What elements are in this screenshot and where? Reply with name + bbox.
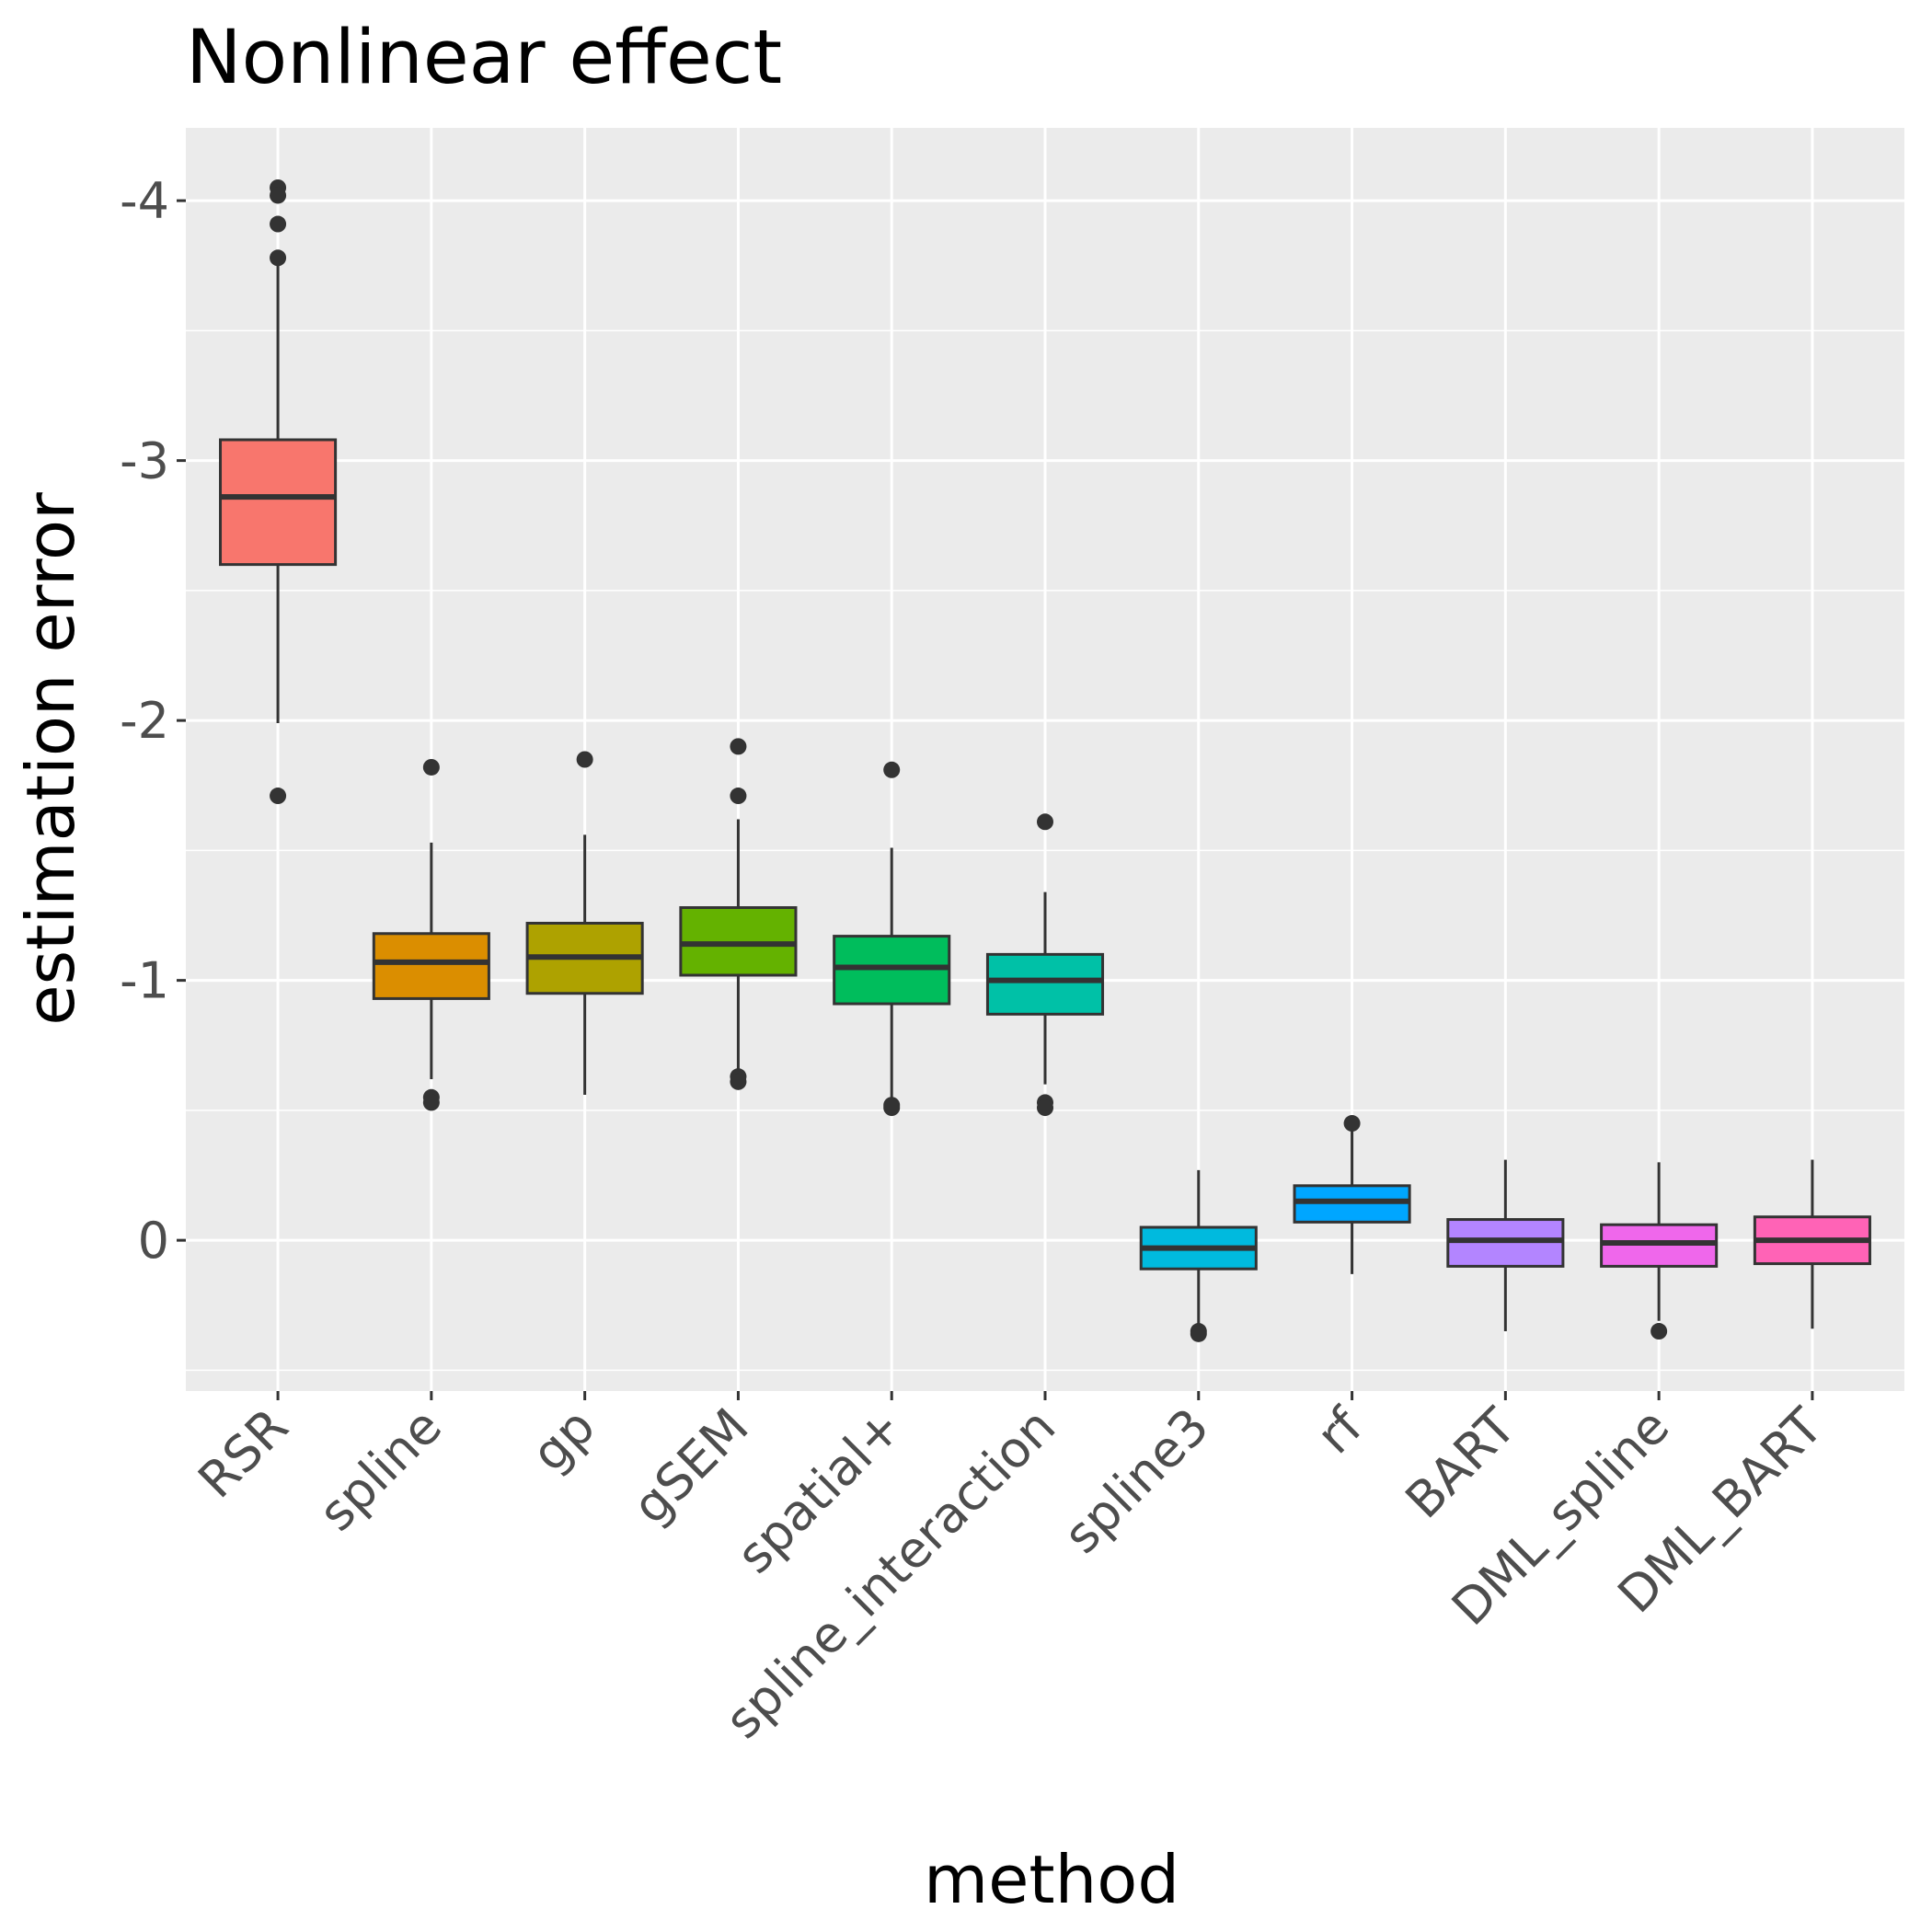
box-gSEM — [679, 738, 798, 1090]
box-spline_interaction — [985, 813, 1105, 1117]
box-DML_BART — [1753, 1159, 1871, 1329]
x-tick-label: rf — [1305, 1396, 1374, 1465]
box-gp — [525, 751, 644, 1095]
x-tick-label: spline — [307, 1397, 453, 1543]
outlier-point — [1343, 1115, 1361, 1133]
outlier-point — [730, 788, 747, 805]
boxes — [219, 178, 1871, 1342]
outlier-point — [1190, 1325, 1207, 1342]
outlier-point — [270, 249, 287, 267]
y-axis: -4 -3 -2 -1 0 — [120, 172, 186, 1270]
y-tick-label: -3 — [120, 432, 169, 490]
y-axis-title: estimation error — [12, 492, 89, 1026]
box — [985, 952, 1105, 1016]
outlier-point — [270, 215, 287, 233]
box-spline3 — [1139, 1169, 1258, 1342]
x-tick-label: gp — [521, 1397, 606, 1483]
outlier-point — [270, 788, 287, 805]
x-tick-label: RSR — [187, 1397, 299, 1510]
box — [219, 438, 338, 567]
y-tick-label: -4 — [120, 172, 169, 230]
box — [372, 932, 490, 1000]
y-tick-label: -1 — [120, 952, 169, 1010]
box-RSR — [219, 178, 338, 805]
chart-title: Nonlinear effect — [186, 15, 782, 101]
outlier-point — [576, 751, 593, 768]
x-axis: RSR spline gp gSEMspatial+spline_interactio… — [187, 1391, 1834, 1750]
outlier-point — [883, 1099, 901, 1117]
x-tick-label: gSEM — [622, 1397, 760, 1535]
outlier-point — [730, 738, 747, 755]
outlier-point — [1037, 813, 1053, 831]
box-spatial+ — [833, 761, 951, 1117]
box-DML_spline — [1600, 1162, 1719, 1340]
y-tick-label: 0 — [138, 1212, 169, 1270]
outlier-point — [1650, 1323, 1668, 1340]
outlier-point — [730, 1073, 747, 1090]
x-tick-label: spline3 — [1052, 1397, 1220, 1565]
x-axis-title: method — [924, 1841, 1179, 1918]
outlier-point — [422, 1094, 440, 1111]
outlier-point — [270, 187, 287, 204]
box-BART — [1446, 1159, 1565, 1332]
outlier-point — [1037, 1099, 1053, 1117]
box-spline — [372, 758, 490, 1111]
outlier-point — [883, 761, 901, 778]
box-rf — [1293, 1115, 1411, 1274]
y-tick-label: -2 — [120, 692, 169, 750]
outlier-point — [422, 758, 440, 776]
x-tick-label: BART — [1395, 1397, 1528, 1530]
